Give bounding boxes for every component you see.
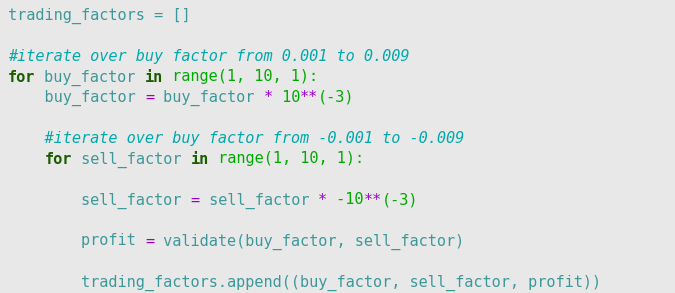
Text: **: ** — [300, 90, 318, 105]
Text: -10: -10 — [327, 193, 364, 207]
Text: (-3): (-3) — [382, 193, 418, 207]
Text: sell_factor: sell_factor — [200, 193, 318, 209]
Text: for: for — [8, 69, 35, 84]
Text: range(1, 10, 1):: range(1, 10, 1): — [163, 69, 318, 84]
Text: trading_factors.append((buy_factor, sell_factor, profit)): trading_factors.append((buy_factor, sell… — [8, 275, 601, 291]
Text: in: in — [145, 69, 163, 84]
Text: **: ** — [364, 193, 382, 207]
Text: *: * — [263, 90, 273, 105]
Text: = []: = [] — [145, 8, 190, 23]
Text: sell_factor: sell_factor — [8, 193, 190, 209]
Text: validate(buy_factor, sell_factor): validate(buy_factor, sell_factor) — [154, 234, 464, 250]
Text: =: = — [145, 234, 154, 248]
Text: #iterate over buy factor from -0.001 to -0.009: #iterate over buy factor from -0.001 to … — [8, 131, 464, 146]
Text: (-3): (-3) — [318, 90, 355, 105]
Text: buy_factor: buy_factor — [154, 90, 263, 106]
Text: buy_factor: buy_factor — [35, 69, 145, 86]
Text: 10: 10 — [273, 90, 300, 105]
Text: =: = — [145, 90, 154, 105]
Text: in: in — [190, 151, 209, 166]
Text: sell_factor: sell_factor — [72, 151, 190, 168]
Text: profit: profit — [8, 234, 145, 248]
Text: #iterate over buy factor from 0.001 to 0.009: #iterate over buy factor from 0.001 to 0… — [8, 49, 410, 64]
Text: trading_factors: trading_factors — [8, 8, 145, 24]
Text: for: for — [45, 151, 72, 166]
Text: range(1, 10, 1):: range(1, 10, 1): — [209, 151, 364, 166]
Text: *: * — [318, 193, 327, 207]
Text: =: = — [190, 193, 200, 207]
Text: buy_factor: buy_factor — [8, 90, 145, 106]
